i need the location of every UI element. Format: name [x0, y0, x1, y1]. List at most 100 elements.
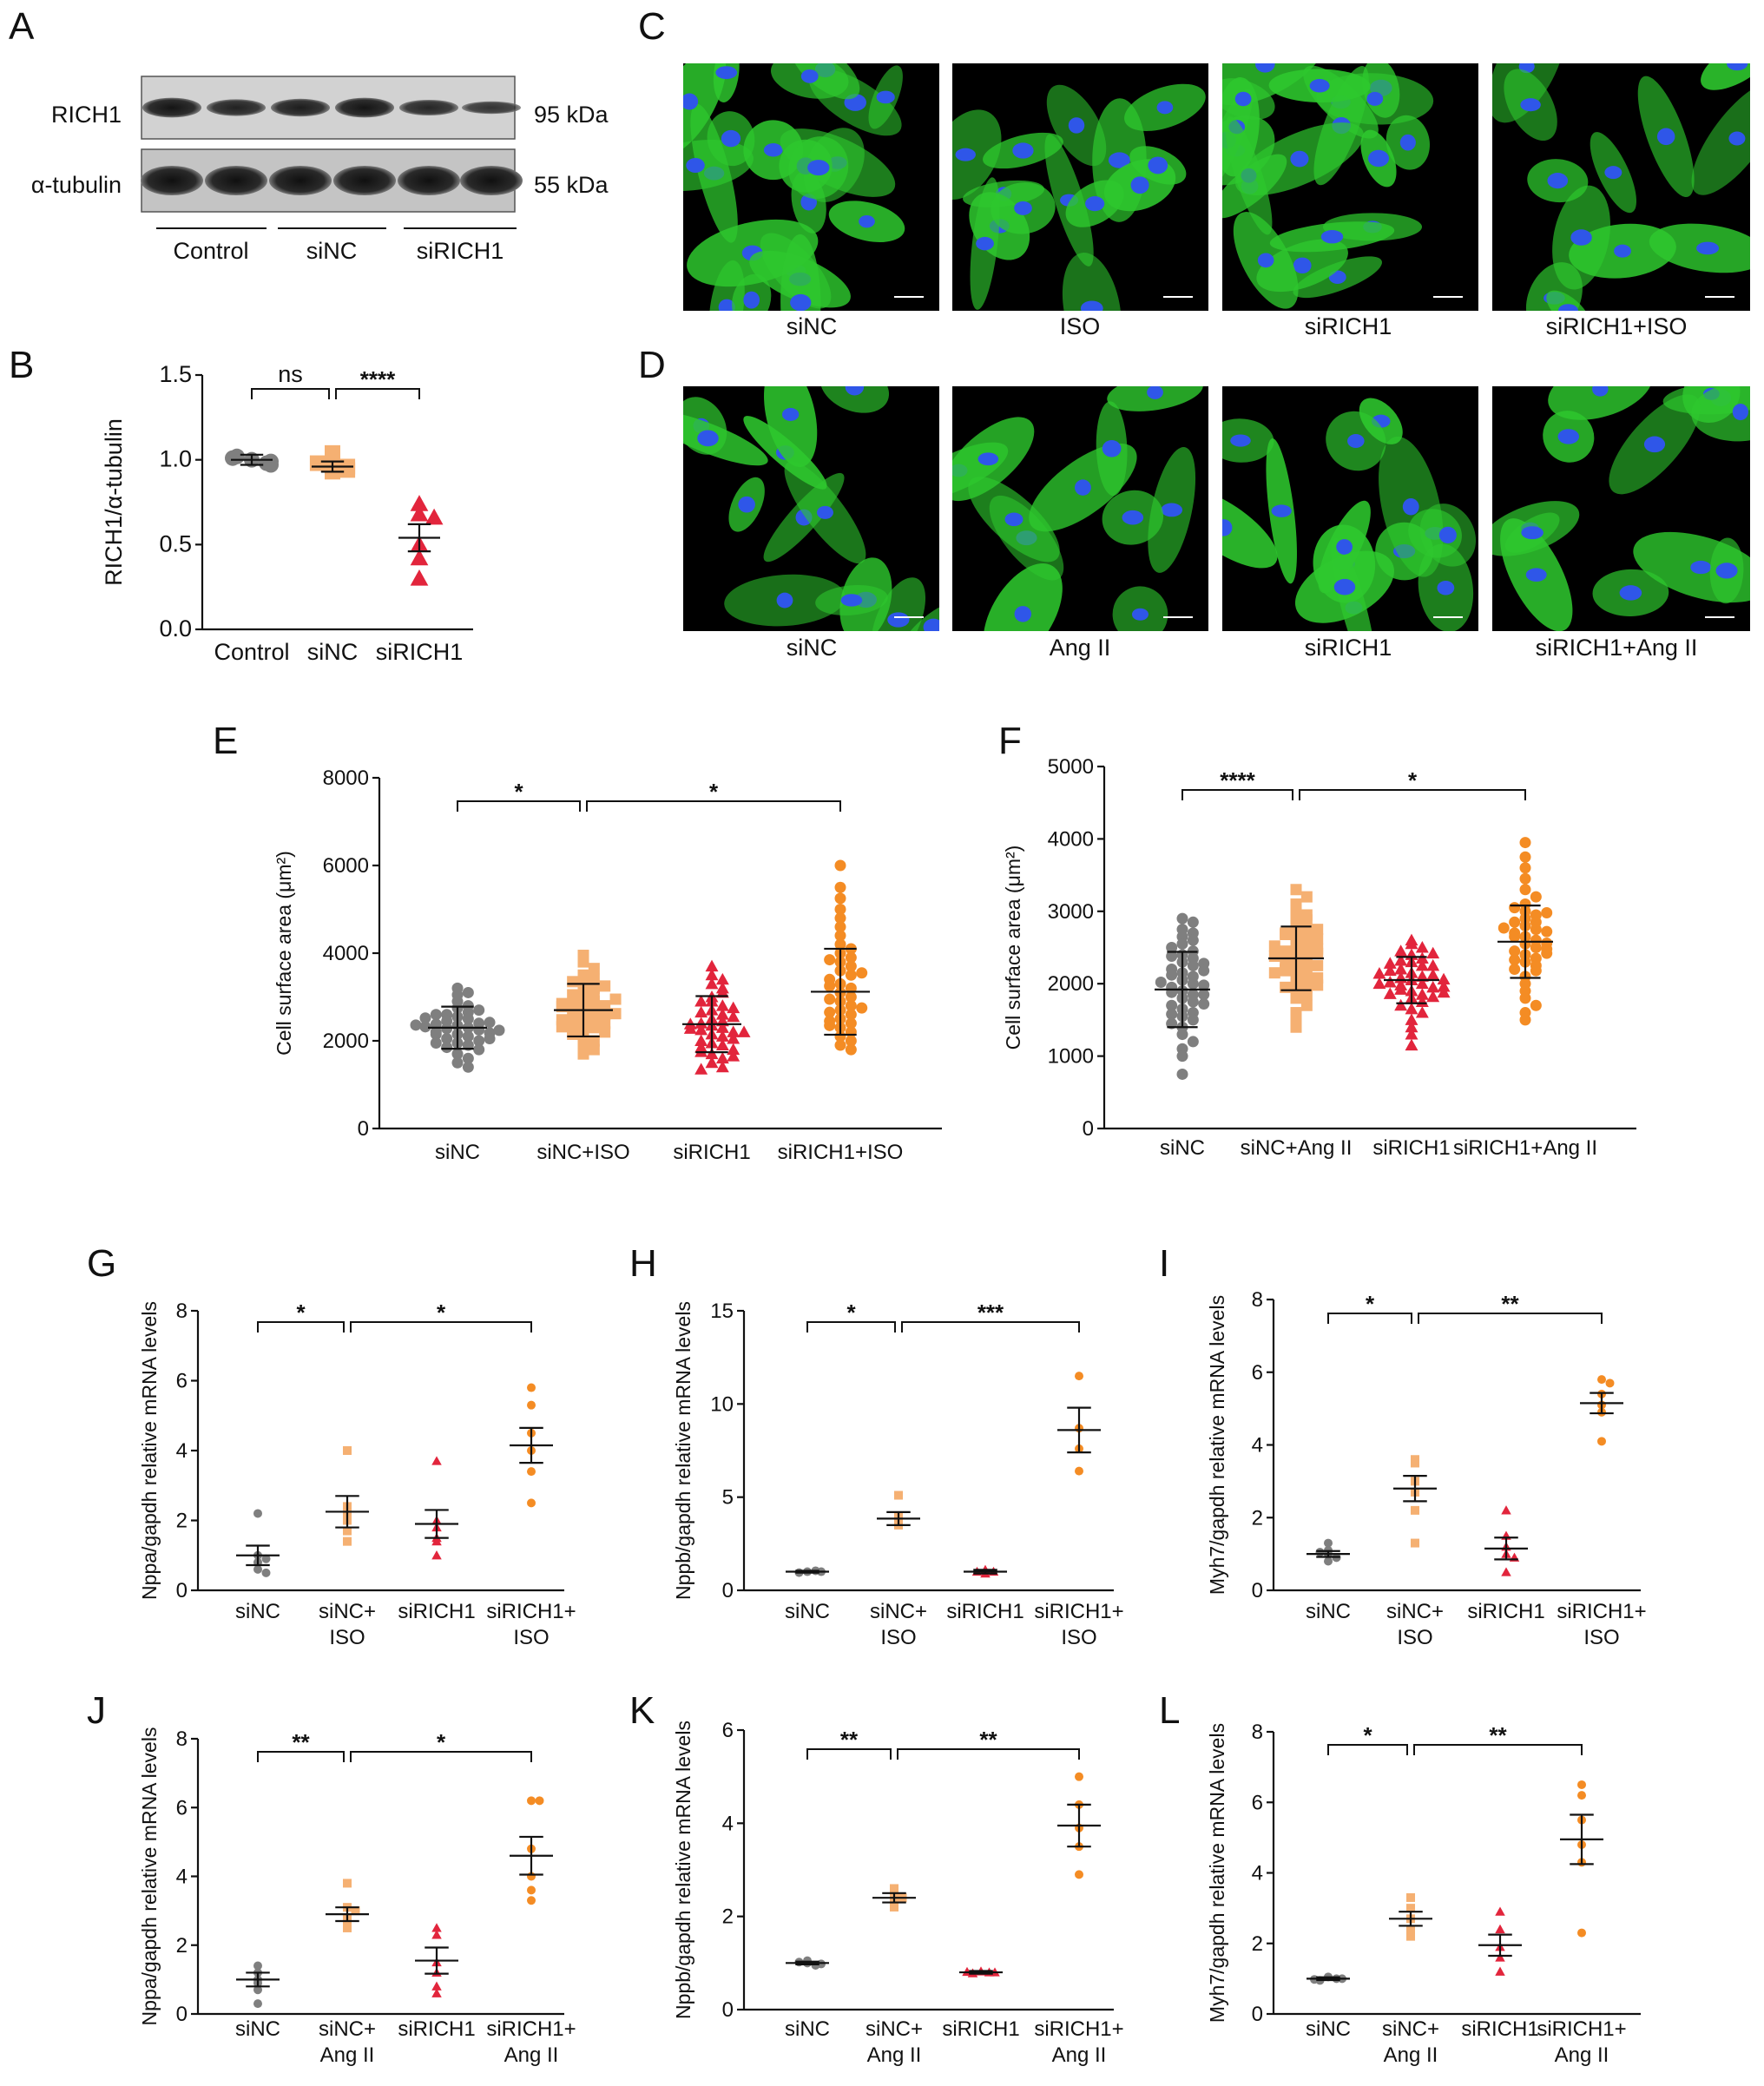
y-axis-label: Nppa/gapdh relative mRNA levels: [138, 1727, 161, 2026]
data-point: [431, 1988, 442, 1997]
cell-nucleus: [1696, 241, 1720, 255]
data-point: [431, 1930, 442, 1939]
data-point: [834, 1039, 846, 1051]
blot-size-rich1: 95 kDa: [534, 102, 609, 128]
significance-label: **: [1501, 1291, 1519, 1317]
micrograph-d-sirich1: [1222, 386, 1478, 631]
data-point: [1426, 958, 1440, 971]
data-point: [567, 997, 579, 1010]
data-point: [1519, 1014, 1531, 1026]
blot-band-rich1: [207, 99, 266, 116]
data-point: [1394, 944, 1408, 957]
data-point: [715, 985, 729, 998]
data-point: [834, 921, 846, 933]
data-point: [727, 1032, 740, 1044]
data-point: [556, 1021, 568, 1033]
data-point: [462, 1052, 474, 1064]
data-point: [1383, 976, 1397, 988]
x-tick-label: siNC: [1160, 1136, 1205, 1160]
cell-nucleus: [1558, 304, 1578, 311]
micrograph-c-iso: [952, 63, 1208, 311]
data-point: [431, 1981, 442, 1991]
data-point: [1519, 851, 1531, 863]
cell-nucleus: [807, 160, 830, 176]
y-tick-label: 4000: [323, 942, 369, 965]
data-point: [1198, 998, 1210, 1010]
y-tick-label: 10: [710, 1392, 734, 1416]
data-point: [705, 968, 719, 981]
data-point: [856, 1002, 868, 1014]
y-tick-label: 8: [1252, 1721, 1263, 1744]
y-axis-label: RICH1/α-tubulin: [101, 418, 127, 586]
cell-nucleus: [1234, 91, 1252, 107]
data-point: [715, 972, 729, 985]
data-point: [1187, 1036, 1199, 1048]
cell-nucleus: [1643, 436, 1666, 453]
micrograph-canvas: [1222, 63, 1463, 309]
chart-g-nppa-iso: 0 2 4 6 8 Nppa/gapdh relative mRNA levels siNC…: [138, 1300, 576, 1649]
cell-nucleus: [845, 386, 865, 396]
data-point: [1406, 1925, 1415, 1934]
data-point: [1411, 1505, 1419, 1515]
blot-band-tubulin: [269, 166, 332, 195]
data-point: [527, 1796, 536, 1806]
data-point: [588, 1013, 600, 1025]
cell-nucleus: [817, 505, 833, 519]
data-point: [430, 1009, 442, 1021]
data-point: [1280, 945, 1292, 957]
data-point: [588, 1043, 600, 1056]
data-point: [309, 455, 326, 471]
data-point: [351, 1906, 360, 1916]
data-point: [1166, 1008, 1178, 1020]
data-point: [431, 1550, 442, 1560]
y-tick-label: 0: [722, 1998, 734, 2022]
data-point: [1372, 977, 1386, 990]
significance-label: **: [840, 1727, 859, 1753]
x-tick-label: siNC: [1306, 2017, 1351, 2041]
cell-nucleus: [1557, 429, 1580, 444]
data-point: [1605, 1379, 1615, 1388]
cell-nucleus: [1728, 131, 1746, 146]
data-point: [715, 1038, 729, 1051]
data-point: [527, 1885, 536, 1895]
cell-nucleus: [1690, 560, 1712, 575]
data-point: [484, 1032, 496, 1044]
data-point: [588, 996, 600, 1008]
panel-letter-l: L: [1159, 1689, 1180, 1732]
data-point: [715, 1021, 729, 1033]
cell-nucleus: [1604, 166, 1622, 180]
micrograph-canvas: [683, 63, 924, 311]
data-point: [527, 1383, 536, 1392]
y-tick-label: 0: [176, 2003, 188, 2026]
significance-label: *: [1366, 1291, 1375, 1317]
data-point: [727, 1010, 740, 1023]
y-tick-label: 0.5: [159, 530, 192, 556]
data-point: [343, 1537, 352, 1546]
y-tick-label: 0: [1252, 2003, 1263, 2026]
panel-letter-f: F: [998, 720, 1022, 762]
cell-nucleus: [1156, 101, 1174, 115]
data-point: [1411, 1538, 1419, 1548]
data-point: [824, 980, 836, 992]
data-point: [343, 1446, 352, 1455]
data-point: [1406, 1931, 1415, 1941]
significance-label: *: [846, 1300, 856, 1326]
data-point: [1394, 963, 1408, 975]
panel-letter-a: A: [9, 5, 35, 48]
data-point: [834, 930, 846, 942]
cell-nucleus: [977, 452, 999, 466]
data-point: [599, 1009, 611, 1021]
significance-label: *: [1363, 1722, 1372, 1748]
data-point: [473, 1035, 485, 1047]
data-point: [556, 997, 568, 1010]
significance-bracket: [806, 1748, 892, 1760]
data-point: [1501, 1567, 1511, 1576]
data-point: [567, 1028, 579, 1040]
data-point: [1176, 938, 1188, 950]
data-point: [1405, 1038, 1418, 1051]
y-tick-label: 2: [176, 1934, 188, 1958]
x-tick-label: siNC+ISO: [870, 1600, 927, 1649]
x-tick-label: siNC: [785, 1600, 830, 1623]
data-point: [834, 881, 846, 893]
data-point: [1530, 999, 1542, 1011]
